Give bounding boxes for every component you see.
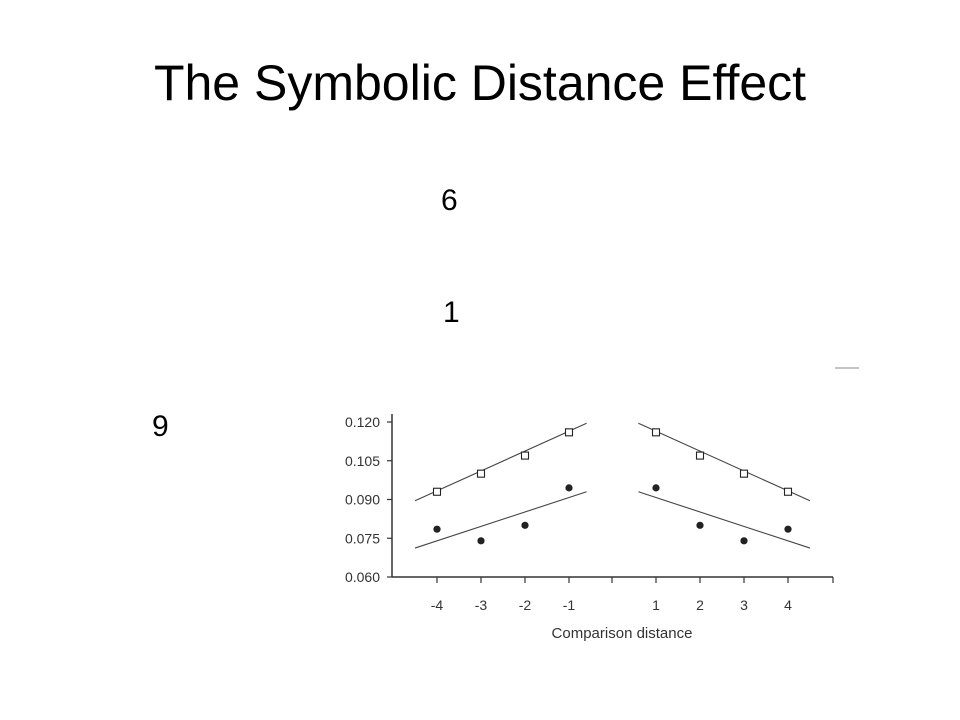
series-1-fit-right	[638, 491, 811, 549]
x-tick-label-6: 3	[740, 597, 748, 613]
series-1-fit-left	[414, 491, 587, 549]
x-tick-label-5: 2	[696, 597, 704, 613]
cropped-corner-mark	[833, 362, 861, 370]
y-tick-label-0: 0.120	[345, 414, 380, 430]
series-1-point-0	[433, 525, 441, 533]
x-tick-label-3: -1	[563, 597, 576, 613]
x-axis-label: Comparison distance	[552, 625, 693, 642]
y-tick-label-1: 0.105	[345, 453, 380, 469]
series-0-point-1	[476, 469, 486, 478]
series-1-point-3	[565, 484, 573, 492]
digit-nine: 9	[152, 410, 169, 443]
chart-fit-lines	[414, 422, 811, 549]
series-1-point-4	[652, 484, 660, 492]
series-0-point-4	[651, 428, 661, 437]
x-tick-label-4: 1	[652, 597, 660, 613]
y-tick-label-3: 0.075	[345, 530, 380, 546]
series-1-point-6	[740, 537, 748, 545]
series-1-point-1	[477, 537, 485, 545]
series-0-fit-left	[414, 422, 587, 502]
digit-one: 1	[443, 296, 460, 329]
chart-ticks: 0.120 0.105 0.090 0.075 0.060 -4 -3 -2 -1 1 2 3 4	[345, 414, 834, 613]
series-1-point-7	[784, 525, 792, 533]
x-tick-label-2: -2	[519, 597, 532, 613]
series-0-point-3	[564, 428, 574, 437]
series-0-point-2	[520, 451, 530, 460]
x-tick-label-0: -4	[431, 597, 444, 613]
series-0-point-0	[432, 487, 442, 496]
x-tick-label-7: 4	[784, 597, 792, 613]
x-tick-label-1: -3	[475, 597, 488, 613]
chart-axes	[391, 414, 833, 578]
series-1-point-2	[521, 521, 529, 529]
chart-points	[432, 428, 793, 545]
series-0-point-6	[739, 469, 749, 478]
y-tick-label-4: 0.060	[345, 569, 380, 585]
series-0-point-5	[695, 451, 705, 460]
y-tick-label-2: 0.090	[345, 492, 380, 508]
slide-title: The Symbolic Distance Effect	[153, 55, 807, 111]
digit-six: 6	[441, 184, 458, 217]
series-1-point-5	[696, 521, 704, 529]
series-0-point-7	[783, 487, 793, 496]
series-0-fit-right	[638, 422, 811, 502]
